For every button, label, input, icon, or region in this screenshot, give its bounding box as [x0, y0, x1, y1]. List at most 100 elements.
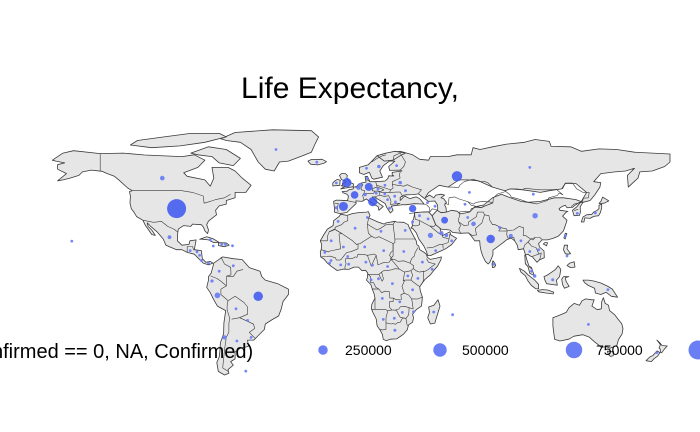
point-ethiopia [421, 260, 424, 264]
legend-label-2: 750000 [596, 342, 643, 358]
point-zambia [398, 300, 402, 304]
land-philippines-luzon [563, 244, 571, 255]
point-iran [441, 216, 449, 224]
point-saudi-arabia [427, 232, 433, 238]
point-austria [374, 191, 378, 195]
country-border [334, 202, 339, 212]
map-title: Life Expectancy, [241, 72, 459, 105]
point-uae [444, 233, 449, 238]
point-morocco [336, 220, 340, 223]
point-australia [587, 323, 590, 326]
point-honduras [195, 250, 199, 254]
land-new-guinea [582, 279, 618, 298]
point-spain [338, 201, 348, 211]
country-border [367, 273, 380, 290]
point-china [532, 212, 538, 219]
country-border [420, 271, 424, 286]
point-indonesia [551, 278, 555, 282]
point-iceland [315, 160, 319, 164]
country-border [504, 188, 564, 205]
country-border [458, 207, 476, 213]
point-jamaica [211, 244, 215, 248]
country-border [379, 194, 401, 205]
point-russia-east [528, 166, 532, 169]
point-malaysia [530, 269, 533, 273]
point-israel [411, 220, 414, 224]
point-sudan [402, 250, 406, 253]
point-bulgaria [394, 200, 397, 204]
land-sulawesi [561, 276, 570, 289]
land-iran-pak [431, 193, 584, 276]
point-cuba [208, 238, 212, 242]
country-border [401, 280, 423, 300]
country-border [458, 211, 543, 240]
legend-key-3 [688, 340, 700, 360]
country-border [372, 288, 414, 311]
point-uzbekistan [463, 202, 467, 206]
country-border [402, 272, 411, 282]
point-thailand [528, 250, 532, 253]
point-venezuela [231, 264, 235, 268]
point-namibia [381, 318, 385, 321]
country-border [467, 201, 494, 208]
country-border [527, 241, 539, 258]
land-tasmania [606, 350, 615, 357]
legend-entries: 250000 500000 750000 [318, 340, 700, 360]
point-ecuador [210, 279, 214, 283]
country-border [530, 237, 536, 241]
point-ivory-coast [339, 263, 343, 267]
point-poland [383, 183, 387, 187]
point-japan [594, 211, 597, 215]
point-sri-lanka [492, 262, 496, 266]
point-south-africa [393, 328, 397, 332]
point-iraq [426, 217, 430, 221]
country-border [468, 214, 485, 236]
point-layer [70, 148, 659, 373]
point-dominican-republic [224, 243, 227, 246]
point-mali [342, 245, 345, 249]
point-greenland [274, 148, 278, 151]
legend-label-1: 500000 [462, 342, 509, 358]
point-central-african-rep- [386, 265, 389, 268]
point-ireland [334, 181, 338, 185]
country-border [142, 219, 178, 233]
point-russia [451, 171, 463, 182]
land-south-america [206, 256, 289, 376]
point-guinea [329, 259, 333, 262]
country-border [405, 318, 408, 326]
country-border [372, 186, 385, 192]
point-nigeria [364, 260, 368, 264]
country-border [498, 227, 507, 232]
country-border [419, 220, 436, 227]
country-border [378, 272, 384, 282]
country-border [528, 266, 532, 269]
point-panama [207, 261, 210, 265]
country-border [570, 202, 581, 208]
land-hainan [542, 242, 548, 247]
legend-label-0: 250000 [345, 342, 392, 358]
legend-key-2 [565, 341, 583, 359]
point-angola [380, 297, 384, 300]
point-india [486, 234, 495, 244]
point-czechia [376, 187, 380, 191]
point-brazil [253, 291, 263, 302]
country-border [392, 224, 396, 244]
land-north-america [51, 150, 252, 266]
point-paraguay [246, 319, 250, 322]
point-costa-rica [200, 259, 203, 262]
country-border [393, 292, 405, 301]
country-border [226, 269, 244, 277]
country-border [390, 243, 419, 273]
country-border [396, 202, 401, 206]
point-bolivia [234, 307, 238, 311]
point-burkina-faso [346, 255, 350, 258]
point-tanzania [411, 288, 414, 292]
point-ghana [347, 262, 351, 266]
point-norway [365, 166, 368, 170]
point-taiwan [563, 234, 567, 238]
country-border [365, 179, 371, 182]
point-portugal [334, 206, 338, 210]
legend: nfirmed == 0, NA, Confirmed) 250000 50000… [0, 340, 700, 363]
point-belarus [398, 180, 402, 185]
point-switzerland [363, 192, 367, 197]
